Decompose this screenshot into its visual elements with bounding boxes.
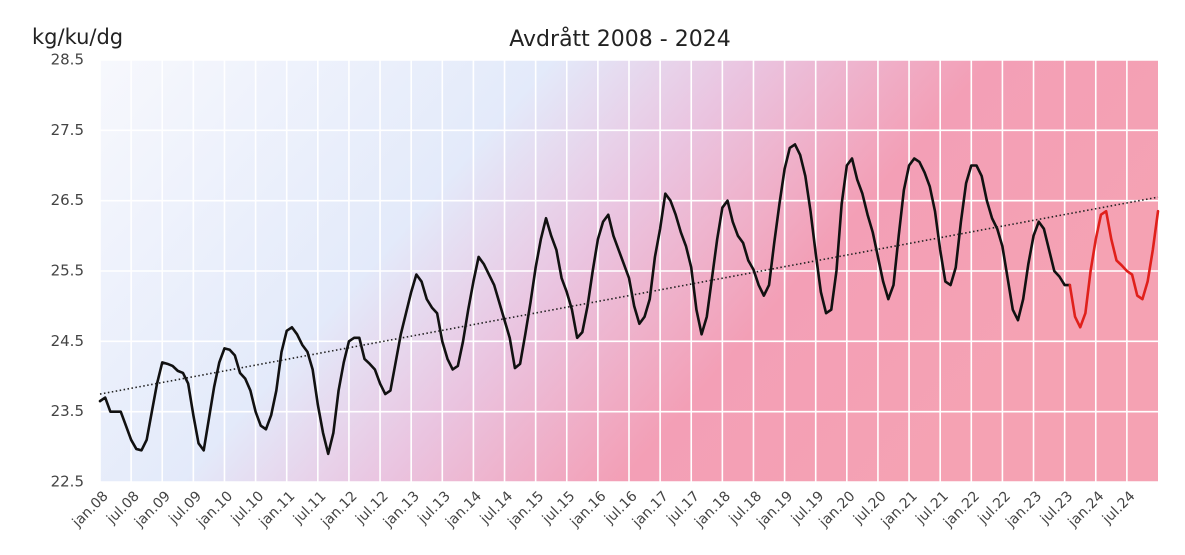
- marks: [98, 143, 1160, 456]
- x-tick-label: jul.24: [1099, 488, 1139, 528]
- y-axis-label: kg/ku/dg: [32, 25, 123, 49]
- series-line: [1068, 209, 1160, 329]
- x-tick-label: jan.08: [69, 488, 112, 531]
- y-tick-label: 25.5: [51, 262, 84, 280]
- y-tick-label: 24.5: [51, 332, 84, 350]
- y-tick-label: 26.5: [51, 191, 84, 209]
- y-tick-label: 22.5: [51, 473, 84, 491]
- y-tick-label: 23.5: [51, 402, 84, 420]
- trend-line: [99, 196, 1159, 395]
- series-line: [98, 143, 1072, 456]
- y-tick-label: 28.5: [51, 51, 84, 69]
- chart-title: Avdrått 2008 - 2024: [509, 26, 730, 52]
- y-tick-label: 27.5: [51, 121, 84, 139]
